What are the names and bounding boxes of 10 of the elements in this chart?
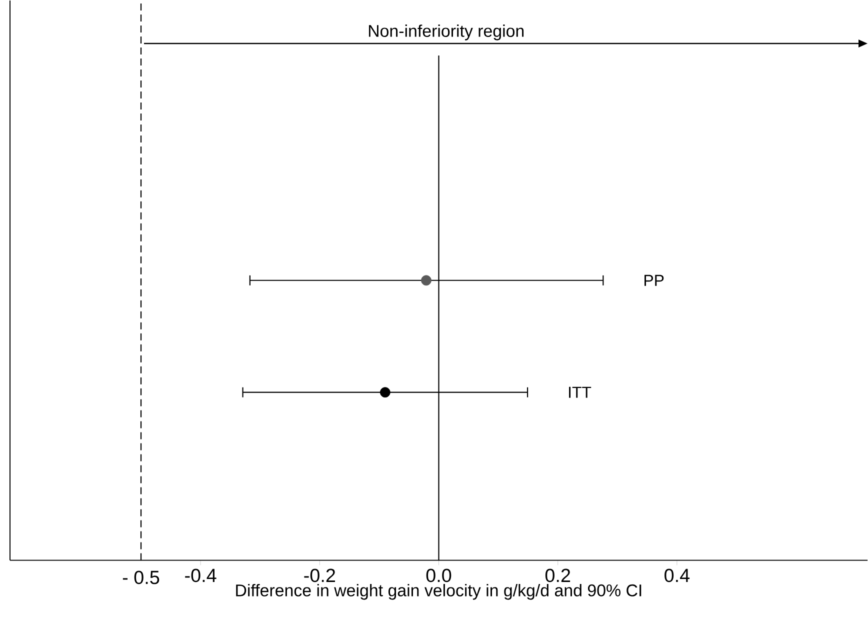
x-tick-label: - 0.5 [122,570,160,584]
annotation: Non-inferiority region [368,24,524,40]
x-tick-label: -0.4 [185,568,216,582]
x-tick-label: 0.2 [545,568,570,582]
x-tick-label: 0.0 [426,568,452,582]
x-tick-label: 0.4 [664,568,690,582]
x-tick-label: -0.2 [304,568,336,582]
y-tick-label: PP [644,274,664,286]
x-axis-title: Difference in weight gain velocity in g/kg/d and 90% CI [236,584,642,600]
y-tick-label: ITT [569,386,592,398]
